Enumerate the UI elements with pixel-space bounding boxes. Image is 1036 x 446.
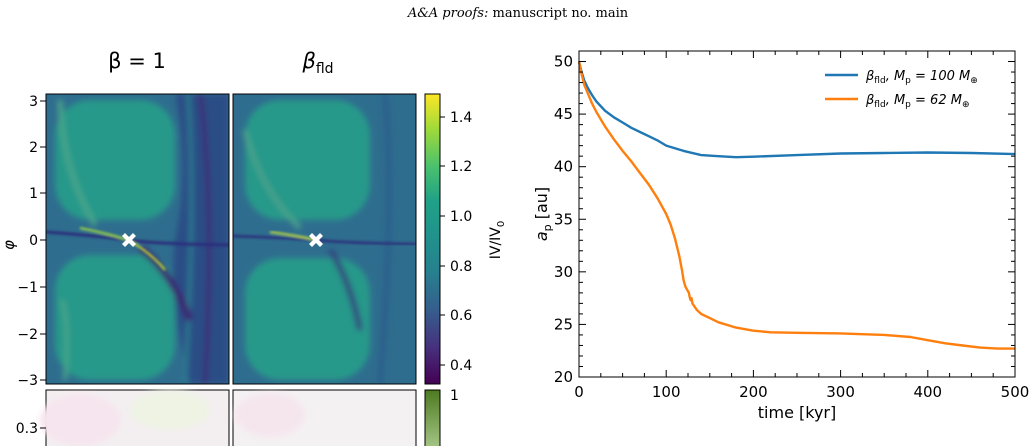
legend-label-2: βfld, Mp = 62 M⊕ (865, 93, 970, 110)
phi-tick-minus3: −3 (17, 373, 38, 389)
y-tick-label: 30 (554, 263, 573, 281)
x-tick-label: 300 (826, 383, 855, 401)
colorbar-tick-0-8: 0.8 (450, 259, 472, 275)
y-axis-label-main: a (532, 231, 551, 241)
y-tick-label: 45 (554, 105, 573, 123)
y-axis-label-unit: [au] (532, 187, 551, 225)
phi-tick-minus2: −2 (17, 327, 38, 343)
colorbar-ticks: 1.4 1.2 1.0 0.8 0.6 0.4 (440, 110, 472, 374)
phi-tick-minus1: −1 (17, 280, 38, 296)
lower-y-tick: 0.3 (16, 421, 38, 437)
phi-tick-2: 2 (29, 140, 38, 156)
y-axis-label-sub: p (541, 224, 554, 231)
x-tick-label: 500 (1001, 383, 1030, 401)
colorbar-tick-1-0: 1.0 (450, 209, 472, 225)
colormap-figure: β = 1 βfld (0, 49, 507, 446)
y-ticks: 20 25 30 35 40 45 50 (554, 50, 1015, 386)
y-tick-label: 25 (554, 315, 573, 333)
phi-tick-0: 0 (29, 233, 38, 249)
phi-tick-1: 1 (29, 186, 38, 202)
planet-marker-right (309, 233, 323, 247)
manuscript-label: manuscript no. main (488, 6, 629, 21)
colorbar-tick-1-2: 1.2 (450, 159, 472, 175)
phi-tick-3: 3 (29, 94, 38, 110)
colormap-panel-beta-1 (46, 94, 229, 384)
colorbar-label-main: IV/IV (488, 227, 504, 260)
legend: βfld, Mp = 100 M⊕ βfld, Mp = 62 M⊕ (825, 69, 978, 110)
panel-title-beta-fld: βfld (301, 49, 333, 77)
panel-frame-beta-1 (45, 93, 230, 385)
planet-marker-left (122, 233, 136, 247)
y-tick-label: 35 (554, 210, 573, 228)
lower-panel-right (232, 389, 417, 446)
x-tick-label: 200 (739, 383, 768, 401)
colorbar-label-sub: 0 (496, 221, 507, 227)
series-line-1 (577, 61, 1016, 159)
colorbar-tick-0-4: 0.4 (450, 358, 472, 374)
page-header: A&A proofs: manuscript no. main (0, 6, 1036, 21)
colorbar-tick-0-6: 0.6 (450, 308, 472, 324)
y-tick-label: 40 (554, 158, 573, 176)
y-tick-label: 50 (554, 53, 573, 71)
x-tick-label: 100 (652, 383, 681, 401)
panel-frame-beta-fld (232, 93, 417, 385)
lower-colorbar-tick: 1 (450, 388, 459, 404)
y-axis-label: ap [au] (532, 187, 554, 241)
y-tick-label: 20 (554, 368, 573, 386)
colorbar (424, 93, 441, 385)
x-tick-label: 0 (574, 383, 584, 401)
legend-label-1: βfld, Mp = 100 M⊕ (865, 69, 978, 86)
panel-title-beta-fld-sub: fld (316, 61, 334, 77)
phi-ticks: 3 2 1 0 −1 −2 −3 (17, 94, 46, 389)
chart-series (577, 61, 1016, 350)
phi-axis-label: φ (0, 240, 18, 250)
series-line-2 (577, 61, 1015, 350)
lower-panel-left (40, 389, 230, 446)
x-axis-label: time [kyr] (758, 403, 836, 422)
panel-title-beta-fld-symbol: β (301, 49, 315, 73)
colormap-panel-beta-fld (233, 94, 416, 384)
colorbar-tick-1-4: 1.4 (450, 110, 472, 126)
lower-colorbar (424, 389, 441, 446)
panel-title-beta-1: β = 1 (108, 49, 166, 73)
semi-major-axis-chart: 0 100 200 300 400 500 20 25 30 35 40 45 50 time [ky… (532, 50, 1029, 422)
x-ticks: 0 100 200 300 400 500 (574, 51, 1029, 401)
x-tick-label: 400 (913, 383, 942, 401)
colorbar-label: IV/IV0 (488, 221, 507, 260)
journal-name: A&A proofs: (407, 6, 489, 21)
